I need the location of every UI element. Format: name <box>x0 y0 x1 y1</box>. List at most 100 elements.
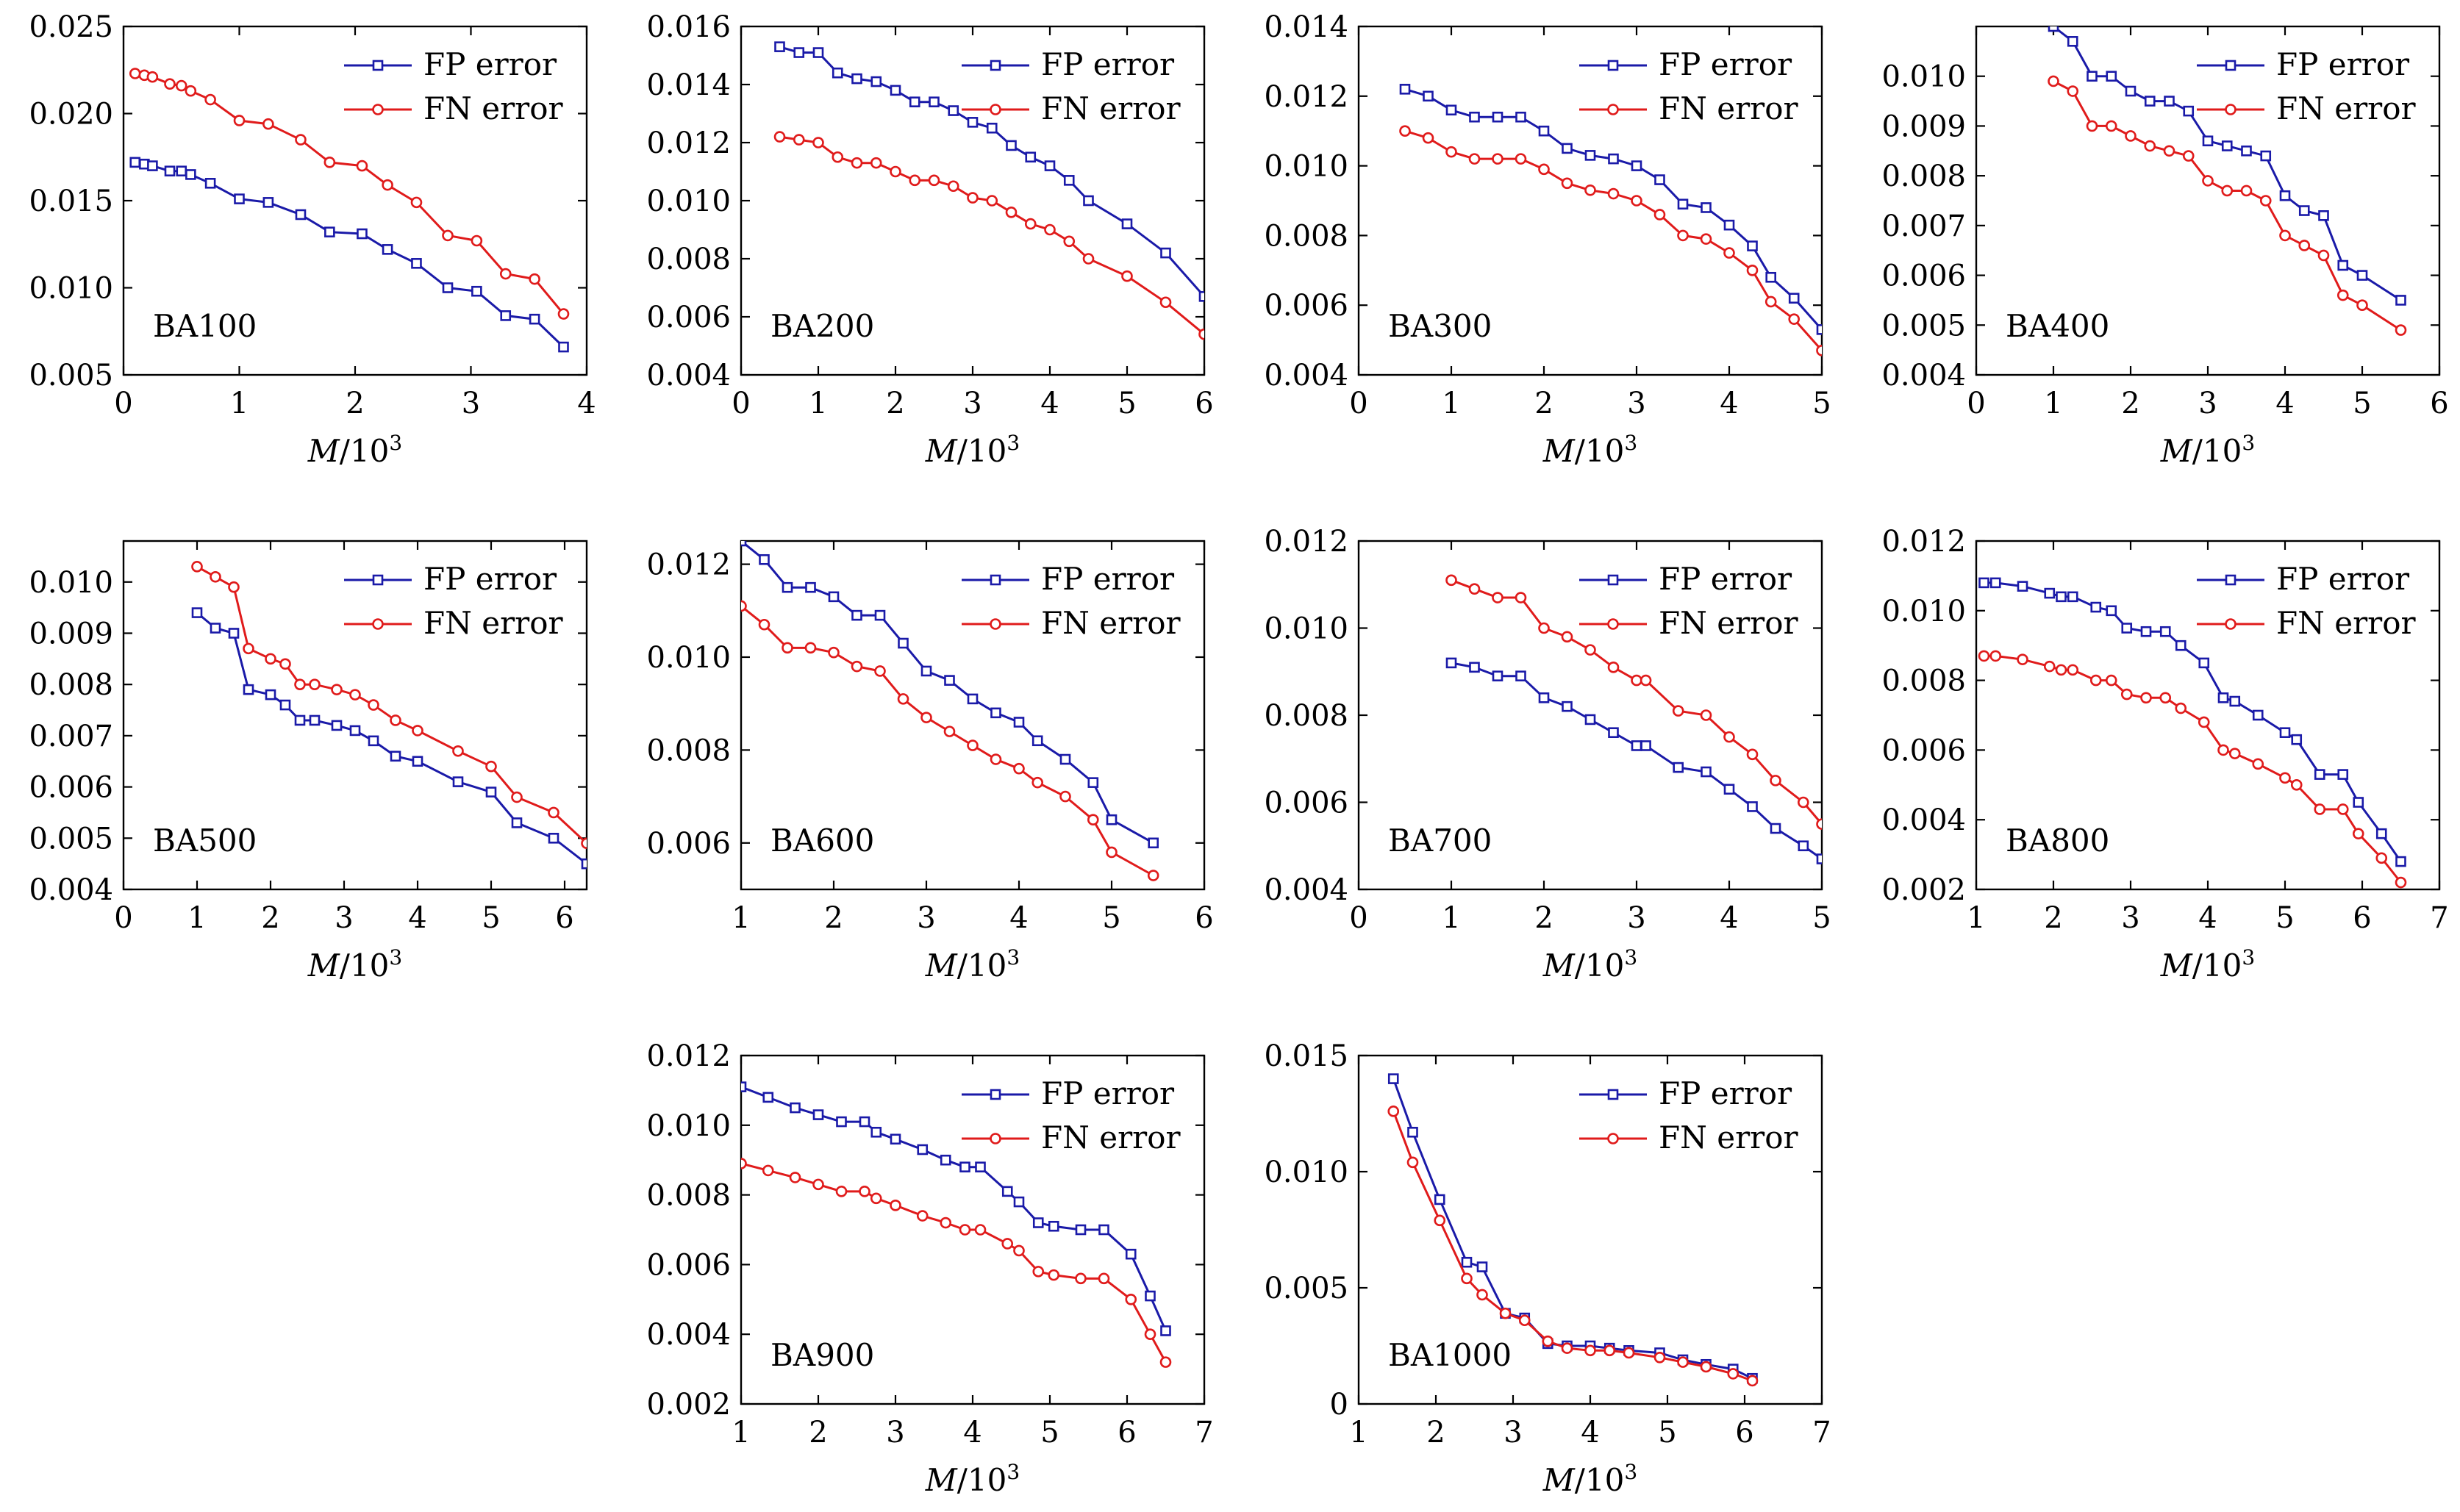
series-group <box>191 561 587 870</box>
fp-error-point <box>1673 762 1684 773</box>
fp-error-point <box>1640 740 1651 751</box>
legend-fn: FN error <box>1579 1119 1799 1156</box>
fn-error-point <box>129 68 141 79</box>
fp-error-point <box>1701 202 1712 213</box>
fn-error-point <box>890 165 901 178</box>
fp-error-point <box>909 96 920 107</box>
fp-error-point <box>295 209 307 221</box>
fn-error-point <box>967 739 979 751</box>
fn-error-point <box>279 658 291 670</box>
x-tick-label: 4 <box>2275 387 2294 420</box>
fn-error-point <box>243 642 254 655</box>
fp-error-point <box>1145 1290 1156 1302</box>
fn-error-point <box>1499 1307 1512 1319</box>
fp-error-point <box>382 244 393 255</box>
fp-error-point <box>1978 577 1989 589</box>
fp-error-point <box>948 105 959 116</box>
fn-error-point <box>1746 748 1759 761</box>
fn-error-point <box>191 561 203 573</box>
fp-error-point <box>1608 727 1619 739</box>
x-tick-label: 5 <box>1102 901 1120 935</box>
y-tick-label: 0.010 <box>646 641 731 675</box>
fn-error-point <box>890 1200 901 1211</box>
fp-error-point <box>2090 601 2102 613</box>
fn-error-point <box>2298 240 2311 251</box>
fp-error-point <box>1798 840 1809 852</box>
x-tick-label: 3 <box>335 901 353 935</box>
legend-circle-marker <box>990 618 1001 630</box>
fn-error-point <box>1631 674 1642 687</box>
fn-error-point <box>2356 299 2368 312</box>
fn-error-point <box>1198 328 1204 340</box>
fp-error-point <box>164 165 176 177</box>
fp-error-point <box>1031 735 1043 747</box>
x-axis-label: M/103 <box>2160 431 2255 469</box>
fn-error-point <box>897 693 909 705</box>
fp-error-point <box>548 832 559 844</box>
fn-error-point <box>1075 1272 1087 1285</box>
fp-error-point <box>129 157 141 168</box>
fp-error-point <box>1608 153 1619 165</box>
fp-error-point <box>986 122 998 134</box>
x-tick-label: 7 <box>1195 1416 1213 1450</box>
fp-error-point <box>234 193 245 204</box>
x-tick-label: 2 <box>2044 901 2062 935</box>
fn-error-point <box>2043 660 2056 673</box>
fp-error-point <box>851 609 862 621</box>
fn-error-point <box>1387 1106 1400 1117</box>
fn-error-point <box>452 745 464 757</box>
fn-error-point <box>356 160 368 172</box>
y-tick-label: 0.006 <box>646 301 731 334</box>
fn-error-point <box>185 85 197 97</box>
fp-error-point <box>1747 801 1758 812</box>
fp-error-point <box>1148 837 1159 849</box>
fp-error-point <box>1125 1248 1137 1260</box>
y-tick-label: 0.012 <box>1264 525 1348 559</box>
fp-error-point <box>176 165 187 177</box>
fp-error-point <box>859 1116 870 1128</box>
chart-panel-ba800: 1 2 3 4 5 6 7 0.002 0.004 0.006 0.008 0.010 0.012 M/1… <box>1881 525 2448 983</box>
x-tick-label: 4 <box>2198 901 2217 935</box>
fp-error-point <box>2375 828 2387 839</box>
fn-error-point <box>1561 177 1573 190</box>
fp-error-point <box>1461 1256 1473 1268</box>
fp-error-point <box>1469 111 1480 123</box>
fn-error-point <box>874 665 886 677</box>
fn-error-point <box>1044 223 1056 236</box>
fp-error-point <box>851 73 862 85</box>
fn-error-point <box>2228 748 2241 759</box>
fn-error-point <box>2067 664 2079 676</box>
fn-error-point <box>1538 163 1550 176</box>
y-tick-label: 0.004 <box>1881 359 1966 393</box>
fp-error-point <box>1048 1220 1059 1232</box>
y-tick-label: 0.008 <box>1881 160 1966 193</box>
x-tick-label: 5 <box>1658 1416 1676 1450</box>
fp-error-point <box>279 699 291 711</box>
legend-fn: FN error <box>2197 605 2417 641</box>
x-tick-label: 4 <box>1720 387 1738 420</box>
legend-circle-marker <box>372 618 384 630</box>
fn-error-point <box>1059 790 1071 803</box>
fn-error-point <box>1746 264 1759 276</box>
fn-error-point <box>1816 818 1822 830</box>
fp-error-point <box>1989 577 2001 589</box>
legend-label: FP error <box>1041 46 1175 82</box>
series-group <box>1399 84 1822 356</box>
fn-error-point <box>1144 1328 1156 1340</box>
fp-error-point <box>243 684 254 695</box>
fp-error-point <box>1098 1224 1109 1236</box>
fp-error-point <box>1515 111 1526 123</box>
y-tick-label: 0.010 <box>1264 612 1348 646</box>
fp-error-point <box>2144 96 2156 107</box>
fn-error-point <box>412 725 423 737</box>
fn-error-point <box>1584 184 1596 196</box>
fn-error-point <box>1159 1356 1172 1368</box>
fn-error-point <box>1422 132 1434 144</box>
fp-error-point <box>2048 26 2059 32</box>
fp-error-point <box>741 541 747 547</box>
x-axis-label: M/103 <box>925 1460 1020 1498</box>
fp-error-point <box>1434 1194 1445 1205</box>
fp-error-point <box>2125 85 2137 97</box>
fn-error-point <box>210 570 221 583</box>
